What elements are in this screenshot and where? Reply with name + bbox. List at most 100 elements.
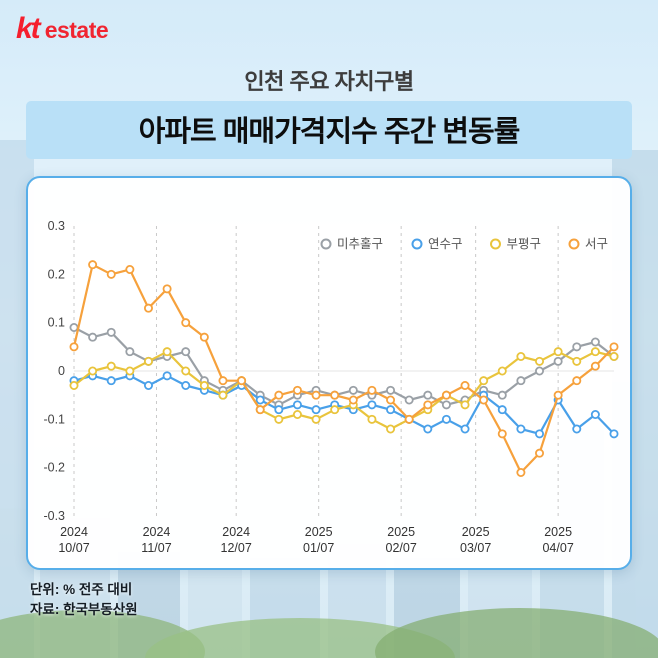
data-point — [497, 366, 507, 376]
data-point — [311, 405, 321, 415]
data-point — [386, 424, 396, 434]
data-point — [199, 380, 209, 390]
x-axis-label-date: 01/07 — [303, 541, 334, 555]
data-point — [386, 405, 396, 415]
y-axis-label: 0 — [58, 364, 65, 378]
data-point — [404, 414, 414, 424]
legend-label: 미추홀구 — [337, 237, 383, 251]
chart-footnotes: 단위: % 전주 대비 자료: 한국부동산원 — [30, 580, 138, 621]
data-point — [311, 414, 321, 424]
legend-label: 부평구 — [507, 237, 542, 251]
data-point — [348, 395, 358, 405]
data-point — [423, 390, 433, 400]
data-point — [497, 429, 507, 439]
legend-marker — [411, 238, 423, 250]
data-point — [572, 356, 582, 366]
data-point — [404, 395, 414, 405]
y-axis-label: -0.1 — [43, 412, 65, 426]
source-note: 자료: 한국부동산원 — [30, 602, 138, 618]
x-axis-label-date: 12/07 — [221, 541, 252, 555]
legend-marker — [320, 238, 332, 250]
x-axis-label-year: 2024 — [143, 525, 171, 539]
data-point — [106, 376, 116, 386]
data-point — [609, 342, 619, 352]
data-point — [125, 347, 135, 357]
data-point — [535, 429, 545, 439]
data-point — [497, 390, 507, 400]
data-point — [609, 429, 619, 439]
data-point — [125, 265, 135, 275]
data-point — [218, 390, 228, 400]
legend-marker — [568, 238, 580, 250]
data-point — [330, 390, 340, 400]
data-point — [106, 269, 116, 279]
data-point — [572, 424, 582, 434]
data-point — [88, 332, 98, 342]
y-axis-label: 0.1 — [48, 316, 65, 330]
data-point — [609, 351, 619, 361]
data-point — [479, 395, 489, 405]
data-point — [516, 351, 526, 361]
data-point — [441, 390, 451, 400]
data-point — [516, 376, 526, 386]
series-line — [69, 347, 619, 434]
data-point — [348, 385, 358, 395]
data-point — [143, 380, 153, 390]
data-point — [423, 424, 433, 434]
data-point — [143, 303, 153, 313]
data-point — [181, 380, 191, 390]
x-axis-label-year: 2025 — [387, 525, 415, 539]
trees — [0, 608, 658, 658]
data-point — [590, 347, 600, 357]
data-point — [125, 366, 135, 376]
data-point — [311, 390, 321, 400]
data-point — [553, 356, 563, 366]
data-point — [572, 376, 582, 386]
data-point — [460, 400, 470, 410]
data-point — [441, 400, 451, 410]
x-axis-label-date: 03/07 — [460, 541, 491, 555]
data-point — [69, 322, 79, 332]
data-point — [367, 385, 377, 395]
data-point — [590, 409, 600, 419]
data-point — [516, 424, 526, 434]
data-point — [367, 414, 377, 424]
unit-note: 단위: % 전주 대비 — [30, 582, 133, 597]
data-point — [460, 380, 470, 390]
data-point — [274, 414, 284, 424]
legend-label: 서구 — [585, 237, 608, 251]
series-line — [69, 322, 619, 410]
data-point — [181, 366, 191, 376]
data-point — [237, 376, 247, 386]
data-point — [497, 405, 507, 415]
x-axis-label-year: 2024 — [60, 525, 88, 539]
data-point — [106, 327, 116, 337]
data-point — [516, 467, 526, 477]
page-title: 아파트 매매가격지수 주간 변동률 — [138, 116, 521, 148]
legend-label: 연수구 — [428, 237, 463, 251]
data-point — [423, 400, 433, 410]
data-point — [274, 390, 284, 400]
data-point — [162, 347, 172, 357]
data-point — [106, 361, 116, 371]
y-axis-label: -0.3 — [43, 509, 65, 523]
data-point — [535, 356, 545, 366]
data-point — [292, 409, 302, 419]
data-point — [274, 405, 284, 415]
data-point — [479, 376, 489, 386]
data-point — [535, 366, 545, 376]
data-point — [553, 390, 563, 400]
series-line — [69, 260, 619, 477]
x-axis-label-year: 2024 — [222, 525, 250, 539]
y-axis-label: -0.2 — [43, 461, 65, 475]
chart-subtitle: 인천 주요 자치구별 — [244, 69, 414, 94]
data-point — [535, 448, 545, 458]
chart-card: 2024 10/07 2024 11/07 2024 12/07 2025 01/07 2025… — [26, 176, 632, 570]
kt-estate-logo: kt estate — [16, 12, 109, 46]
data-point — [367, 400, 377, 410]
data-point — [572, 342, 582, 352]
data-point — [181, 318, 191, 328]
data-point — [553, 347, 563, 357]
data-point — [590, 361, 600, 371]
